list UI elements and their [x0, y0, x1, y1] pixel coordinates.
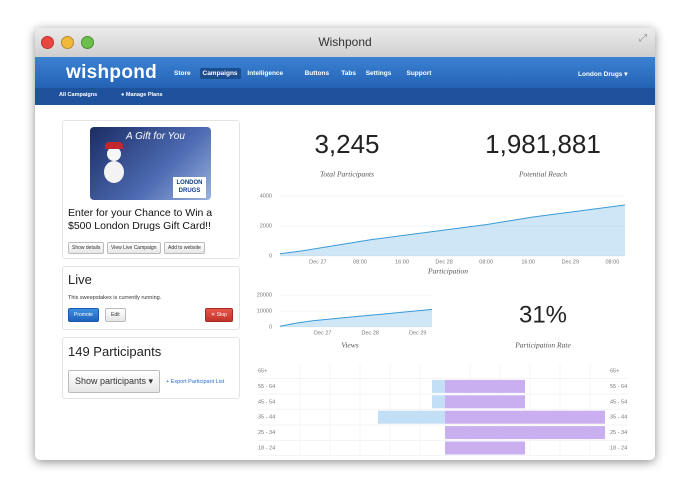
stop-label: Stop [216, 312, 227, 318]
campaign-card: A Gift for You LONDON DRUGS Enter for yo… [62, 120, 240, 259]
campaign-image: A Gift for You LONDON DRUGS [90, 127, 211, 200]
sub-nav: All Campaigns ● Manage Plans [35, 88, 655, 105]
nav-item[interactable]: Campaigns [199, 68, 241, 79]
logo-line: DRUGS [178, 188, 201, 194]
nav-item[interactable]: Support [406, 70, 432, 77]
export-label: Export Participant List [170, 379, 225, 385]
export-link[interactable]: + Export Participant List [166, 379, 225, 385]
stop-button[interactable]: ✕ Stop [205, 308, 233, 322]
account-name: London Drugs [578, 71, 623, 78]
nav-item[interactable]: Settings [365, 70, 392, 77]
fullscreen-icon[interactable]: ⤢ [639, 33, 647, 44]
window-title: Wishpond [318, 35, 372, 49]
status-title: Live [68, 272, 92, 287]
sub-nav-item[interactable]: ● Manage Plans [121, 92, 163, 98]
button[interactable]: View Live Campaign [107, 242, 161, 254]
nav-item[interactable]: Buttons [304, 70, 330, 77]
logo: LONDON DRUGS [173, 177, 206, 198]
brand[interactable]: wishpond [66, 62, 158, 83]
nav-item[interactable]: Store [174, 70, 191, 77]
title-bar: Wishpond ⤢ [35, 28, 655, 58]
nav-item[interactable]: Tabs [341, 70, 356, 77]
minimize-button[interactable] [61, 36, 74, 49]
button[interactable]: Show details [68, 242, 105, 254]
select-label: Show participants [75, 376, 147, 386]
nav-bar: wishpond Store Campaigns Intelligence Butto… [35, 57, 655, 88]
sub-nav-item[interactable]: All Campaigns [59, 92, 98, 98]
close-button[interactable] [41, 36, 54, 49]
window: Wishpond ⤢ wishpond Store Campaigns Intell… [35, 28, 655, 460]
participants-select[interactable]: Show participants ▾ [68, 370, 161, 393]
account-menu[interactable]: London Drugs ▾ [578, 71, 628, 78]
nav-item[interactable]: Intelligence [247, 70, 284, 77]
status-text: This sweepstakes is currently running. [68, 295, 162, 301]
edit-button[interactable]: Edit [105, 308, 126, 322]
sub-nav-label: Manage Plans [125, 92, 163, 98]
status-card: Live This sweepstakes is currently runni… [62, 266, 240, 330]
campaign-title: Enter for your Chance to Win a $500 Lond… [68, 207, 213, 232]
participants-card: 149 Participants Show participants ▾ + E… [62, 337, 240, 399]
button[interactable]: Add to website [164, 242, 205, 254]
snowman-hat [105, 142, 123, 149]
zoom-button[interactable] [81, 36, 94, 49]
logo-line: LONDON [176, 180, 203, 186]
snowman-body [104, 161, 124, 183]
image-title: A Gift for You [126, 131, 185, 142]
promote-button[interactable]: Promote [68, 308, 99, 322]
snowman-head [107, 147, 121, 161]
participants-title: 149 Participants [68, 344, 162, 359]
